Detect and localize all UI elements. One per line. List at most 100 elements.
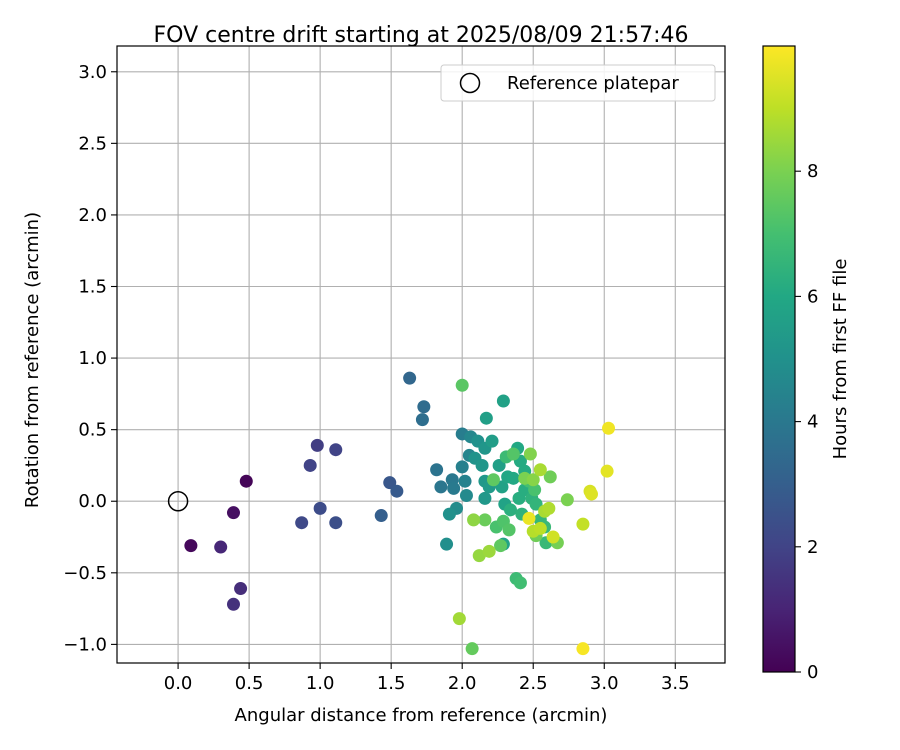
data-point — [506, 471, 520, 485]
y-tick-label: 3.0 — [78, 62, 107, 83]
grid-lines — [117, 46, 725, 663]
data-point — [475, 458, 489, 472]
data-point — [383, 476, 397, 490]
colorbar-tick-label: 2 — [807, 537, 818, 558]
data-point — [214, 540, 228, 554]
legend-reference-marker — [459, 72, 481, 94]
data-point — [543, 470, 557, 484]
data-point — [495, 480, 509, 494]
data-point — [434, 480, 448, 494]
data-point — [528, 483, 542, 497]
x-tick-label: 0.0 — [164, 673, 193, 694]
x-tick-label: 2.0 — [448, 673, 477, 694]
data-point — [467, 513, 481, 527]
data-point — [522, 511, 536, 525]
data-point — [576, 642, 590, 656]
data-point — [533, 463, 547, 477]
data-point — [184, 539, 198, 553]
data-point — [576, 517, 590, 531]
data-point — [239, 474, 253, 488]
data-point — [313, 501, 327, 515]
data-point — [390, 484, 404, 498]
y-tick-label: −1.0 — [63, 634, 107, 655]
legend-box — [440, 64, 716, 102]
data-point — [526, 473, 540, 487]
data-point — [492, 458, 506, 472]
data-point — [455, 378, 469, 392]
x-tick-label: 0.5 — [235, 673, 264, 694]
data-points — [167, 371, 616, 656]
x-tick-label: 3.5 — [661, 673, 690, 694]
x-tick-label: 1.5 — [377, 673, 406, 694]
x-tick-label: 3.0 — [590, 673, 619, 694]
colorbar-ticks: 0 2 4 6 8 — [795, 161, 818, 683]
data-point — [529, 497, 543, 511]
colorbar-tick-label: 8 — [807, 161, 818, 182]
data-point — [533, 521, 547, 535]
y-tick-label: 0.0 — [78, 491, 107, 512]
data-point — [234, 582, 248, 596]
data-point — [295, 516, 309, 530]
data-point — [374, 509, 388, 523]
data-point — [486, 473, 500, 487]
y-axis-label: Rotation from reference (arcmin) — [22, 212, 43, 508]
data-point — [479, 411, 493, 425]
legend-label: Reference platepar — [507, 73, 679, 94]
data-point — [560, 493, 574, 507]
data-point — [602, 421, 616, 435]
chart-title: FOV centre drift starting at 2025/08/09 … — [154, 23, 689, 48]
y-tick-label: 1.5 — [78, 277, 107, 298]
data-point — [546, 530, 560, 544]
data-point — [459, 489, 473, 503]
data-point — [485, 434, 499, 448]
y-axis-ticks: −1.0 −0.5 0.0 0.5 1.0 1.5 2.0 2.5 3.0 — [63, 62, 117, 655]
data-point — [310, 438, 324, 452]
data-point — [403, 371, 417, 385]
data-point — [513, 576, 527, 590]
data-point — [482, 544, 496, 558]
data-point — [478, 491, 492, 505]
data-point — [447, 481, 461, 495]
data-point — [472, 549, 486, 563]
data-point — [458, 474, 472, 488]
y-tick-label: −0.5 — [63, 563, 107, 584]
data-point — [440, 537, 454, 551]
legend: Reference platepar — [440, 64, 716, 102]
data-point — [442, 507, 456, 521]
data-point — [417, 400, 431, 414]
colorbar-tick-label: 6 — [807, 286, 818, 307]
data-point — [542, 501, 556, 515]
data-point — [430, 463, 444, 477]
data-point — [503, 503, 517, 517]
x-axis-label: Angular distance from reference (arcmin) — [235, 705, 608, 726]
x-tick-label: 1.0 — [306, 673, 335, 694]
y-tick-label: 2.5 — [78, 133, 107, 154]
y-tick-label: 0.5 — [78, 420, 107, 441]
data-point — [523, 447, 537, 461]
data-point — [600, 464, 614, 478]
colorbar-label: Hours from first FF file — [830, 259, 851, 460]
data-point — [452, 612, 466, 626]
data-point — [494, 539, 508, 553]
data-point — [584, 487, 598, 501]
data-point — [303, 458, 317, 472]
y-tick-label: 2.0 — [78, 205, 107, 226]
colorbar-tick-label: 4 — [807, 412, 818, 433]
data-point — [415, 413, 429, 427]
plot-frame — [116, 45, 726, 664]
x-tick-label: 2.5 — [519, 673, 548, 694]
data-point — [465, 642, 479, 656]
data-point — [496, 394, 510, 408]
data-point — [478, 513, 492, 527]
data-point — [329, 443, 343, 457]
colorbar — [762, 45, 796, 673]
data-point — [226, 597, 240, 611]
x-axis-ticks: 0.0 0.5 1.0 1.5 2.0 2.5 3.0 3.5 — [164, 663, 690, 694]
data-point — [502, 523, 516, 537]
reference-platepar-marker — [167, 490, 189, 512]
data-point — [329, 516, 343, 530]
data-point — [455, 460, 469, 474]
colorbar-tick-label: 0 — [807, 662, 818, 683]
data-point — [226, 506, 240, 520]
